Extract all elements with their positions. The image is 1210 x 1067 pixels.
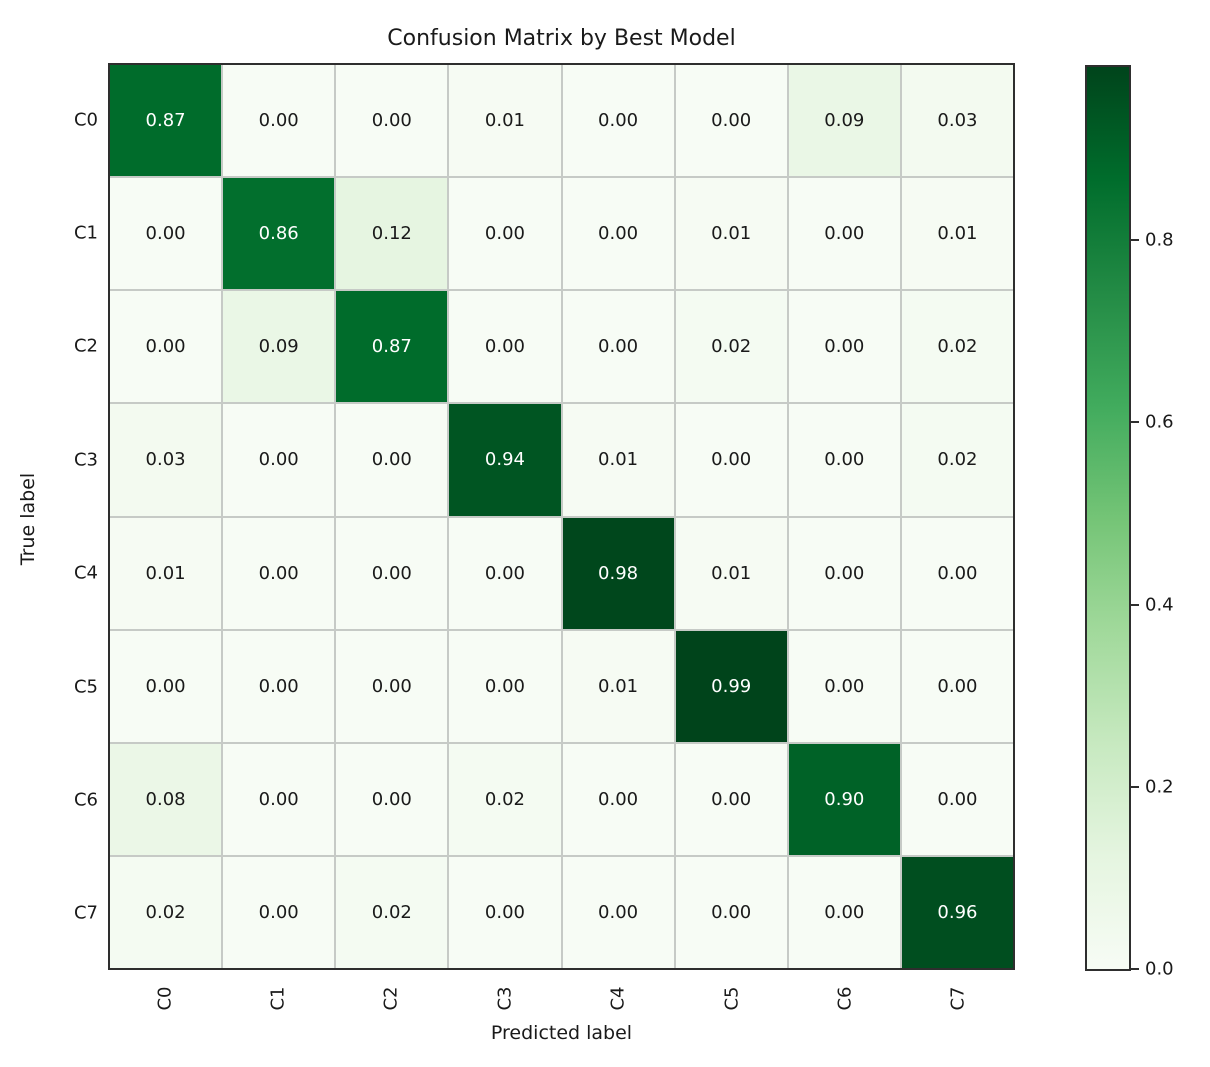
colorbar [1085, 65, 1131, 971]
y-tick-label: C6 [73, 789, 98, 811]
matrix-cell: 0.00 [336, 65, 448, 177]
matrix-cell: 0.01 [901, 178, 1013, 290]
matrix-cell: 0.09 [223, 291, 335, 403]
matrix-cell: 0.01 [675, 178, 787, 290]
matrix-cell: 0.03 [110, 404, 222, 516]
x-tick-label: C0 [154, 986, 176, 1011]
matrix-cell: 0.87 [110, 65, 222, 177]
colorbar-tick-mark [1131, 421, 1139, 424]
matrix-cell: 0.02 [901, 404, 1013, 516]
x-axis-label: Predicted label [490, 1022, 633, 1044]
matrix-cell: 0.00 [675, 404, 787, 516]
x-tick-label: C4 [607, 986, 629, 1011]
matrix-cell: 0.02 [336, 856, 448, 968]
matrix-cell: 0.00 [223, 856, 335, 968]
matrix-cell: 0.12 [336, 178, 448, 290]
y-tick-label: C0 [73, 109, 98, 131]
colorbar-tick-label: 0.6 [1145, 411, 1174, 433]
matrix-cell: 0.00 [562, 291, 674, 403]
matrix-cell: 0.00 [901, 630, 1013, 742]
heatmap-grid: 0.87 0.00 0.00 0.01 0.00 0.00 0.09 0.03 0.00 0.86… [108, 63, 1015, 970]
matrix-cell: 0.00 [788, 291, 900, 403]
matrix-cell: 0.86 [223, 178, 335, 290]
colorbar-tick-label: 0.8 [1145, 229, 1174, 251]
x-tick-label: C1 [267, 986, 289, 1011]
y-tick-label: C4 [73, 562, 98, 584]
matrix-cell: 0.01 [562, 404, 674, 516]
matrix-cell: 0.00 [336, 743, 448, 855]
y-tick-label: C1 [73, 222, 98, 244]
matrix-cell: 0.00 [336, 630, 448, 742]
matrix-cell: 0.00 [223, 65, 335, 177]
matrix-cell: 0.00 [223, 743, 335, 855]
colorbar-tick-mark [1131, 968, 1139, 970]
colorbar-tick-label: 0.4 [1145, 594, 1174, 616]
matrix-cell: 0.08 [110, 743, 222, 855]
x-tick-label: C7 [947, 986, 969, 1011]
matrix-cell: 0.96 [901, 856, 1013, 968]
y-tick-label: C7 [73, 902, 98, 924]
matrix-cell: 0.00 [901, 743, 1013, 855]
matrix-cell: 0.00 [675, 856, 787, 968]
matrix-cell: 0.87 [336, 291, 448, 403]
matrix-cell: 0.01 [110, 517, 222, 629]
colorbar-tick-mark [1131, 239, 1139, 242]
matrix-cell: 0.00 [788, 856, 900, 968]
y-axis-label: True label [17, 472, 39, 566]
matrix-cell: 0.00 [449, 856, 561, 968]
matrix-cell: 0.90 [788, 743, 900, 855]
matrix-cell: 0.94 [449, 404, 561, 516]
matrix-cell: 0.00 [223, 517, 335, 629]
colorbar-tick-mark [1131, 785, 1139, 788]
matrix-cell: 0.03 [901, 65, 1013, 177]
matrix-cell: 0.00 [110, 178, 222, 290]
matrix-cell: 0.00 [788, 178, 900, 290]
matrix-cell: 0.00 [562, 65, 674, 177]
matrix-cell: 0.02 [675, 291, 787, 403]
matrix-cell: 0.00 [449, 178, 561, 290]
x-tick-label: C2 [380, 986, 402, 1011]
colorbar-tick-label: 0.0 [1145, 958, 1174, 980]
matrix-cell: 0.00 [901, 517, 1013, 629]
x-tick-label: C5 [721, 986, 743, 1011]
y-tick-label: C3 [73, 449, 98, 471]
matrix-cell: 0.00 [449, 517, 561, 629]
x-tick-label: C6 [834, 986, 856, 1011]
matrix-cell: 0.01 [449, 65, 561, 177]
matrix-cell: 0.00 [562, 856, 674, 968]
matrix-cell: 0.00 [110, 291, 222, 403]
y-tick-label: C5 [73, 676, 98, 698]
matrix-cell: 0.01 [675, 517, 787, 629]
x-tick-label: C3 [494, 986, 516, 1011]
matrix-cell: 0.00 [110, 630, 222, 742]
matrix-cell: 0.00 [675, 65, 787, 177]
matrix-cell: 0.00 [449, 291, 561, 403]
matrix-cell: 0.98 [562, 517, 674, 629]
colorbar-tick-mark [1131, 603, 1139, 606]
matrix-cell: 0.00 [788, 630, 900, 742]
matrix-cell: 0.00 [223, 404, 335, 516]
matrix-cell: 0.00 [562, 178, 674, 290]
matrix-cell: 0.99 [675, 630, 787, 742]
matrix-cell: 0.09 [788, 65, 900, 177]
matrix-cell: 0.00 [788, 404, 900, 516]
matrix-cell: 0.00 [449, 630, 561, 742]
matrix-cell: 0.00 [223, 630, 335, 742]
matrix-cell: 0.00 [788, 517, 900, 629]
matrix-cell: 0.00 [336, 517, 448, 629]
colorbar-gradient [1087, 67, 1129, 969]
colorbar-tick-label: 0.2 [1145, 776, 1174, 798]
y-tick-label: C2 [73, 335, 98, 357]
matrix-cell: 0.02 [901, 291, 1013, 403]
matrix-cell: 0.02 [110, 856, 222, 968]
matrix-cell: 0.00 [675, 743, 787, 855]
chart-title: Confusion Matrix by Best Model [387, 26, 736, 51]
matrix-cell: 0.00 [562, 743, 674, 855]
matrix-cell: 0.02 [449, 743, 561, 855]
matrix-cell: 0.01 [562, 630, 674, 742]
matrix-cell: 0.00 [336, 404, 448, 516]
